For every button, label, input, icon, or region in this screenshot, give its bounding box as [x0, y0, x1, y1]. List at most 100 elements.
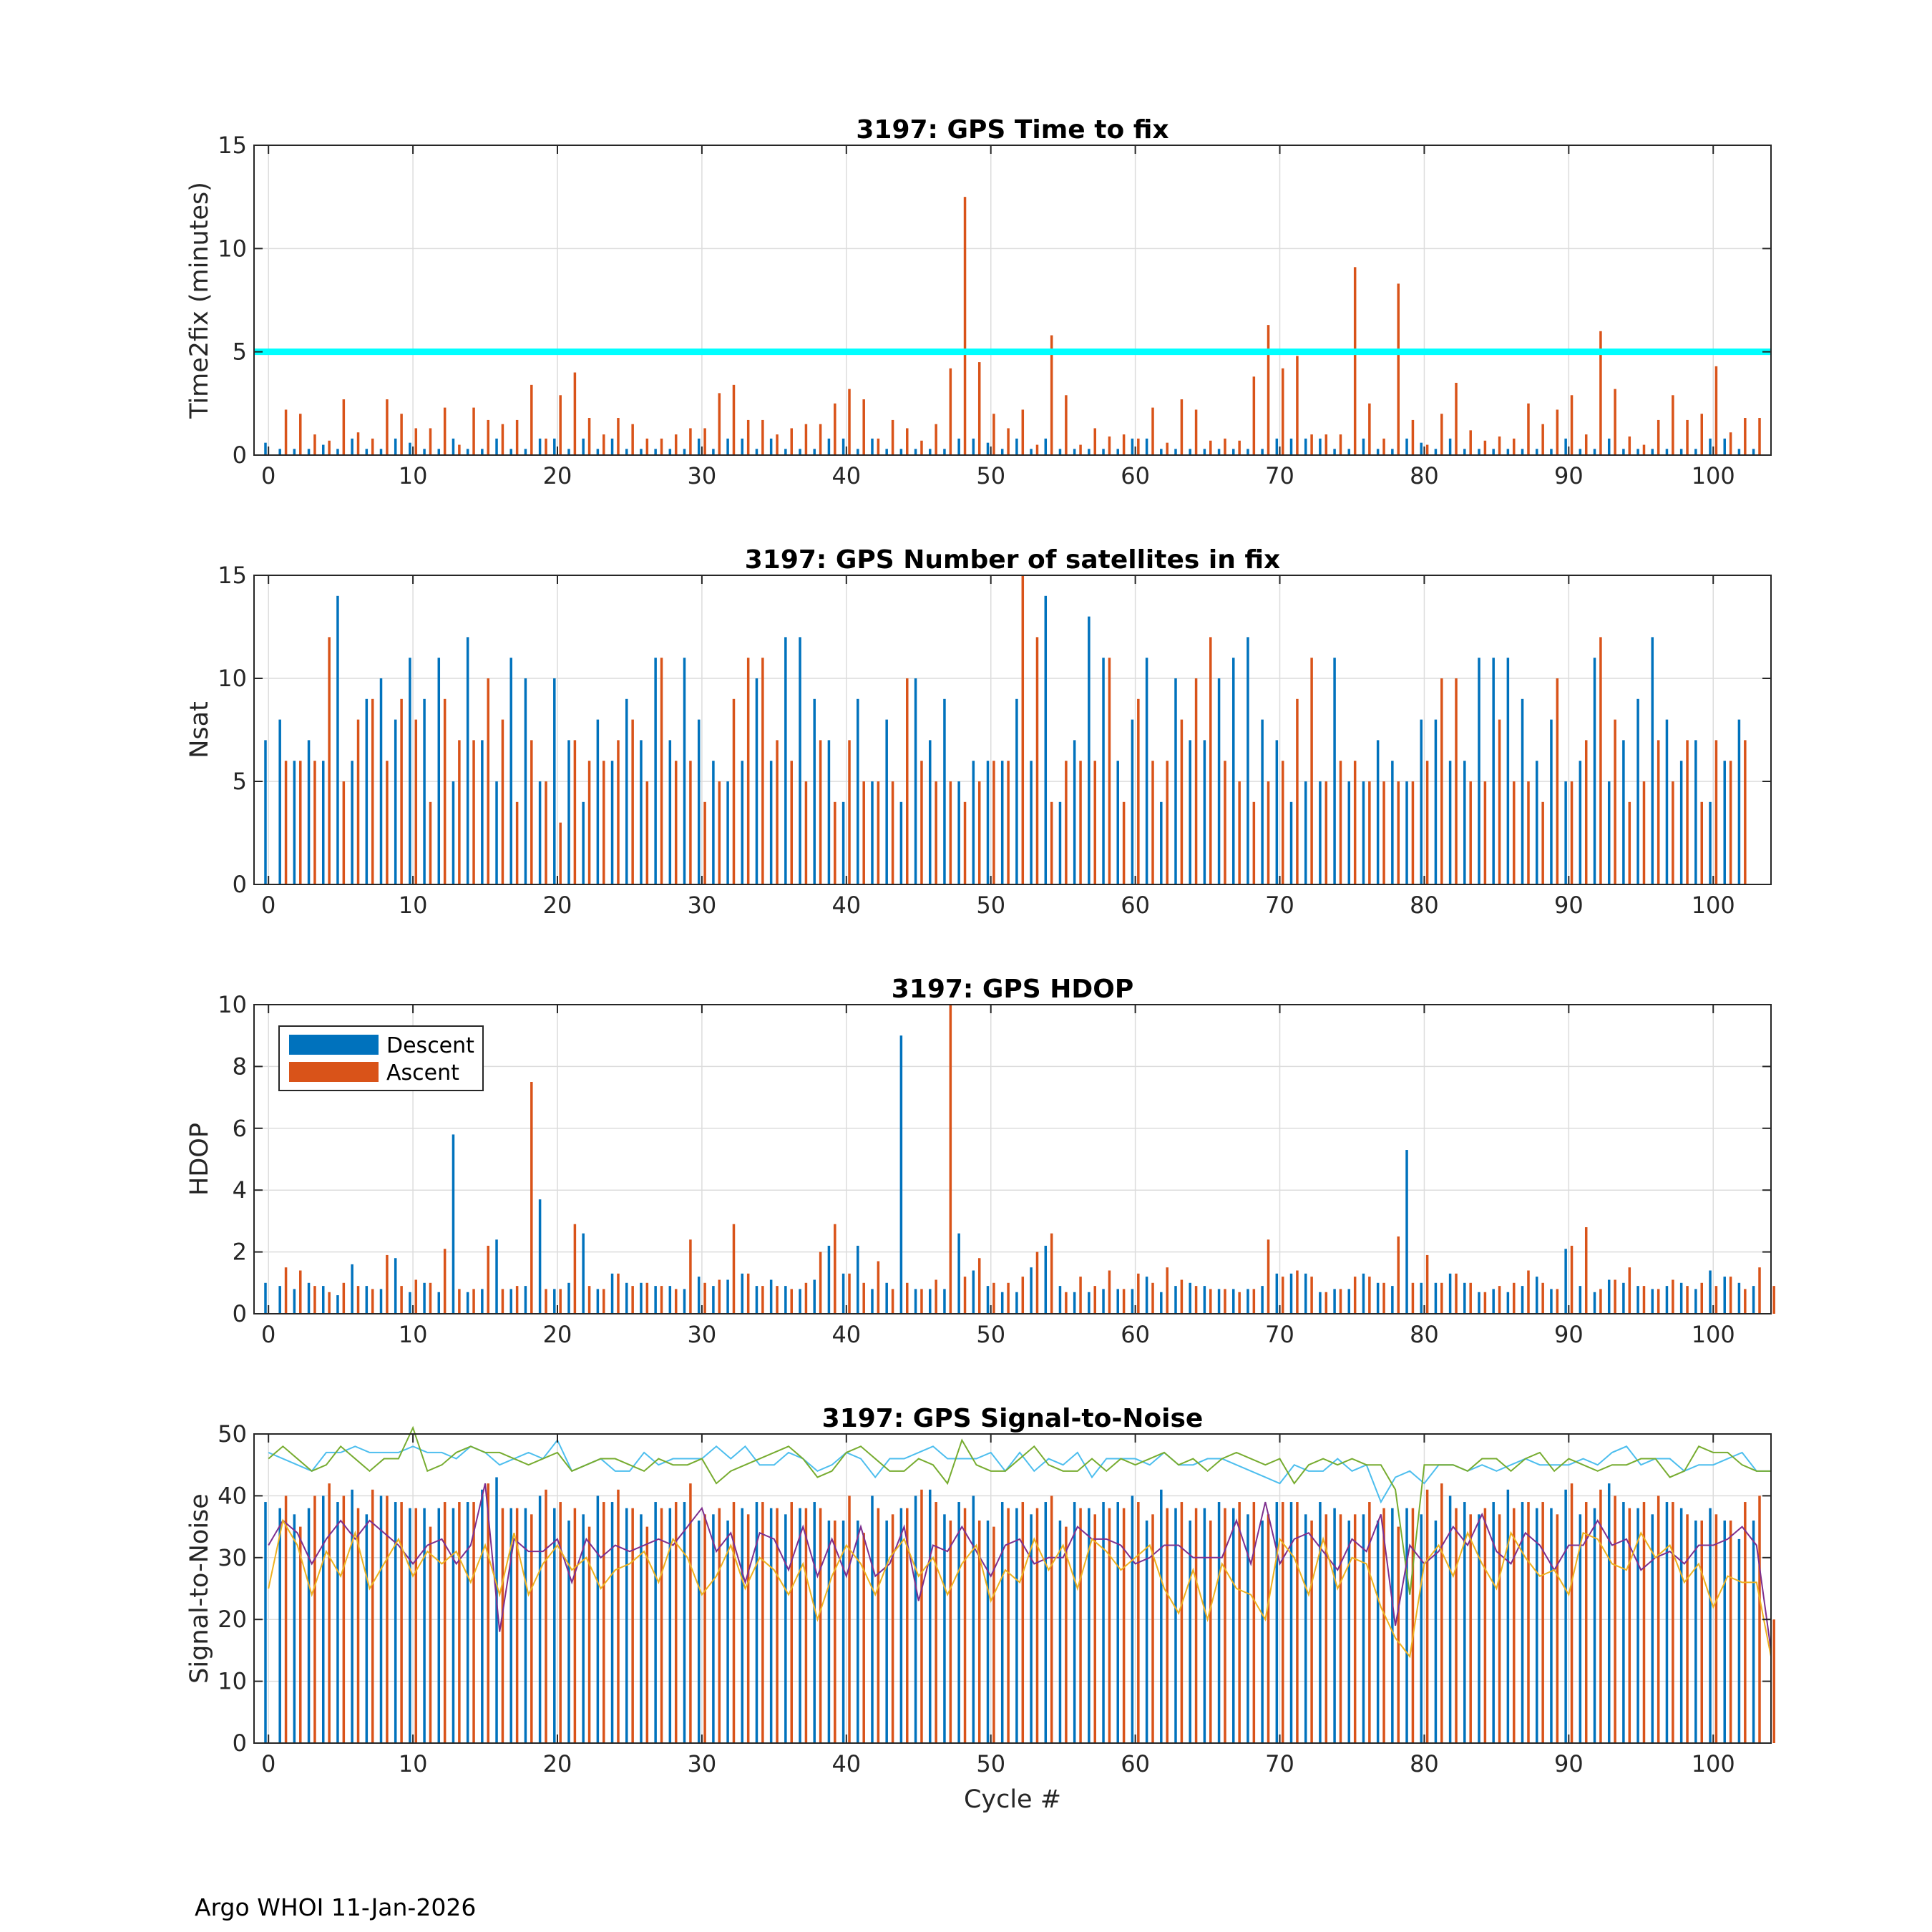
descent-bar	[1550, 1508, 1553, 1743]
y-tick-label: 10	[218, 1668, 247, 1695]
descent-bar	[1405, 1150, 1408, 1314]
descent-bar	[1131, 1289, 1134, 1314]
descent-bar	[857, 698, 859, 884]
ascent-bar	[472, 1289, 475, 1314]
x-tick-label: 70	[1265, 892, 1294, 919]
ascent-bar	[1556, 1289, 1559, 1314]
descent-bar	[1651, 637, 1654, 884]
descent-bar	[1651, 1289, 1654, 1314]
descent-bar	[683, 449, 686, 455]
ascent-bar	[703, 1282, 706, 1314]
ascent-bar	[617, 418, 620, 455]
descent-bar	[1333, 1508, 1336, 1743]
ascent-bar	[1151, 1282, 1154, 1314]
ascent-bar	[718, 1508, 721, 1743]
descent-bar	[799, 637, 801, 884]
ascent-bar	[1700, 1282, 1703, 1314]
ascent-bar	[1194, 1286, 1198, 1314]
descent-bar	[351, 1264, 353, 1314]
ascent-bar	[1498, 1514, 1501, 1743]
descent-bar	[582, 1514, 585, 1743]
descent-bar	[365, 1286, 369, 1314]
ascent-bar	[1455, 678, 1458, 884]
descent-bar	[972, 438, 975, 455]
descent-bar	[1333, 658, 1336, 884]
ascent-bar	[1267, 325, 1270, 455]
ascent-bar	[1599, 331, 1602, 455]
descent-bar	[1333, 1289, 1336, 1314]
descent-bar	[769, 761, 773, 884]
ascent-bar	[949, 368, 952, 455]
ascent-bar	[530, 1082, 533, 1314]
ascent-bar	[920, 761, 923, 884]
descent-bar	[1665, 449, 1669, 455]
ascent-bar	[906, 1282, 909, 1314]
ascent-bar	[545, 781, 547, 884]
descent-bar	[1015, 438, 1018, 455]
descent-bar	[625, 698, 628, 884]
descent-bar	[1506, 1489, 1510, 1743]
ascent-bar	[1440, 1483, 1443, 1743]
descent-bar	[957, 781, 960, 884]
descent-bar	[712, 449, 715, 455]
ascent-bar	[1339, 761, 1342, 884]
ascent-bar	[414, 719, 418, 884]
ascent-bar	[834, 1520, 836, 1743]
descent-bar	[1679, 449, 1683, 455]
descent-bar	[712, 1286, 715, 1314]
descent-bar	[914, 449, 917, 455]
ascent-bar	[834, 801, 836, 884]
descent-bar	[697, 1277, 701, 1314]
descent-bar	[1362, 781, 1365, 884]
ascent-bar	[458, 740, 461, 884]
descent-bar	[827, 1245, 831, 1314]
ascent-bar	[1093, 1286, 1096, 1314]
descent-bar	[1463, 1282, 1466, 1314]
descent-bar	[409, 1292, 411, 1314]
descent-bar	[1723, 1520, 1726, 1743]
snr-line	[268, 1438, 1771, 1504]
ascent-bar	[1035, 637, 1039, 884]
ascent-bar	[515, 1286, 519, 1314]
descent-bar	[538, 1199, 542, 1314]
descent-bar	[1536, 1508, 1538, 1743]
ascent-bar	[1252, 801, 1256, 884]
descent-bar	[1362, 1273, 1365, 1314]
ascent-bar	[1455, 1273, 1458, 1314]
descent-bar	[379, 1496, 383, 1743]
descent-bar	[784, 1514, 787, 1743]
ascent-bar	[790, 428, 793, 455]
axes-box	[253, 1433, 1772, 1744]
ascent-bar	[674, 1502, 678, 1743]
ascent-bar	[1108, 1270, 1111, 1314]
x-tick-label: 100	[1692, 1750, 1735, 1777]
ascent-bar	[1527, 1502, 1530, 1743]
y-axis-label: Signal-to-Noise	[185, 1493, 214, 1684]
descent-bar	[885, 449, 888, 455]
descent-bar	[841, 1520, 845, 1743]
descent-bar	[1189, 1520, 1191, 1743]
x-tick-label: 30	[688, 1321, 717, 1348]
ascent-bar	[1209, 1520, 1212, 1743]
x-tick-label: 80	[1410, 892, 1439, 919]
descent-bar	[1376, 1282, 1380, 1314]
ascent-bar	[1469, 1514, 1472, 1743]
descent-bar	[365, 698, 369, 884]
descent-bar	[1723, 1277, 1726, 1314]
descent-bar	[1030, 761, 1033, 884]
descent-bar	[553, 678, 556, 884]
descent-bar	[1058, 1520, 1062, 1743]
descent-bar	[726, 1520, 729, 1743]
ascent-bar	[1628, 1267, 1631, 1314]
x-tick-label: 80	[1410, 1750, 1439, 1777]
plot-area	[254, 145, 1771, 455]
ascent-bar	[862, 1533, 865, 1743]
descent-bar	[1000, 761, 1004, 884]
x-tick-label: 100	[1692, 462, 1735, 489]
descent-bar	[914, 1496, 917, 1743]
ascent-bar	[862, 781, 865, 884]
ascent-bar	[487, 678, 489, 884]
descent-bar	[1203, 449, 1206, 455]
ascent-bar	[1324, 434, 1328, 455]
descent-bar	[409, 442, 411, 455]
